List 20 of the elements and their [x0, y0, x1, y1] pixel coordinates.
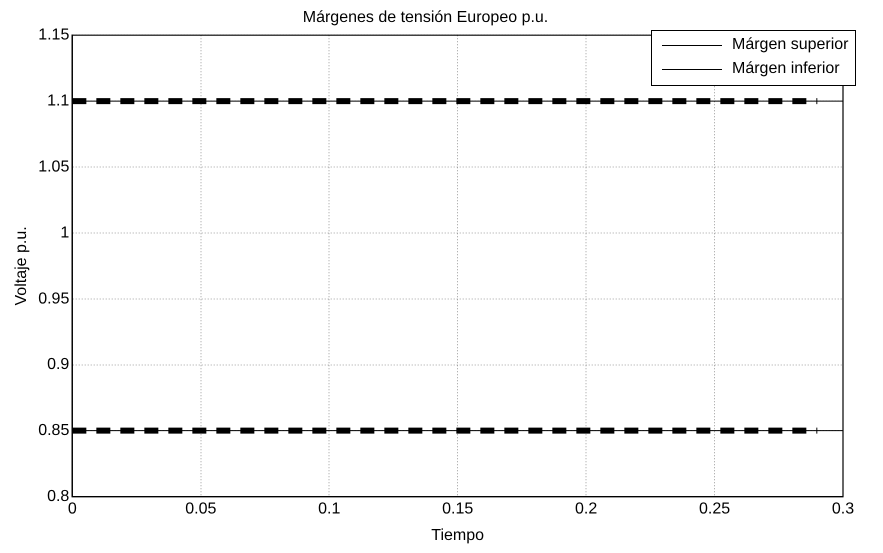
- chart-title: Márgenes de tensión Europeo p.u.: [302, 9, 548, 26]
- y-axis-title: Voltaje p.u.: [13, 226, 30, 306]
- x-tick-label: 0.1: [318, 500, 340, 518]
- y-tick-label: 0.85: [38, 422, 70, 440]
- y-tick-label: 0.95: [38, 290, 70, 308]
- x-tick-label: 0.15: [442, 500, 474, 518]
- legend-label: Márgen superior: [732, 36, 848, 54]
- x-tick-label: 0.2: [574, 500, 598, 518]
- y-tick-label: 0.8: [47, 488, 70, 506]
- y-tick-label: 1.05: [38, 158, 70, 176]
- y-tick-label: 1.1: [47, 92, 70, 110]
- x-tick-label: 0.3: [832, 500, 854, 518]
- y-tick-label: 1: [60, 224, 70, 242]
- x-tick-label: 0: [68, 500, 77, 518]
- legend-label: Márgen inferior: [732, 60, 840, 78]
- x-tick-label: 0.25: [698, 500, 730, 518]
- y-tick-label: 0.9: [47, 356, 70, 374]
- x-axis-title: Tiempo: [431, 526, 484, 544]
- x-tick-label: 0.05: [185, 500, 216, 518]
- y-tick-label: 1.15: [38, 26, 70, 44]
